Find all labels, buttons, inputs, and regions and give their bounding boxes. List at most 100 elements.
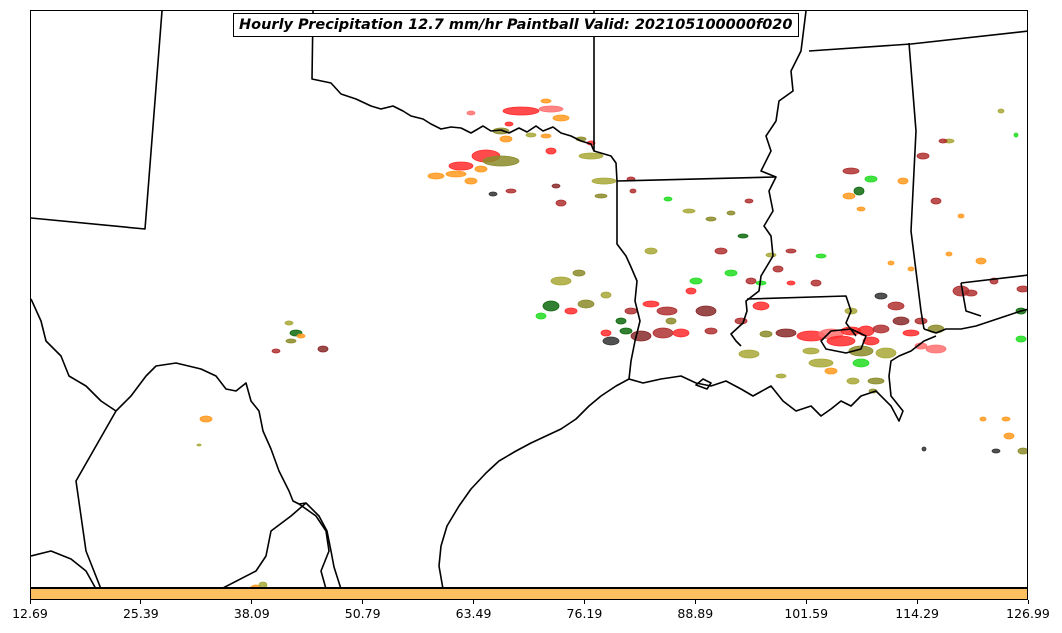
precip-blob: [577, 299, 595, 309]
map-canvas: [31, 11, 1027, 587]
colorbar-tick-label: 76.19: [566, 606, 603, 621]
precip-blob: [897, 177, 909, 185]
mexico-border: [75, 410, 117, 587]
precip-blob: [538, 105, 564, 113]
precip-blob: [853, 186, 865, 196]
precip-blob: [852, 358, 870, 368]
precip-blob: [737, 233, 749, 239]
precip-blob: [1016, 285, 1027, 293]
precip-blob: [856, 206, 866, 212]
precip-blob: [535, 312, 547, 320]
pontchartrain: [820, 328, 867, 354]
precip-blob: [867, 377, 885, 385]
precip-blob: [930, 197, 942, 205]
precip-blob: [296, 333, 306, 339]
precip-blob: [902, 329, 920, 337]
colorbar-tick-label: 50.79: [344, 606, 381, 621]
la-ms-border: [746, 295, 857, 337]
precip-blob: [317, 345, 329, 353]
colorbar-tick-mark: [916, 600, 918, 604]
colorbar-tick-mark: [362, 600, 364, 604]
precip-blob: [499, 135, 513, 143]
precip-blob: [652, 327, 674, 339]
precip-blob: [857, 325, 875, 337]
colorbar-tick-label: 12.69: [12, 606, 48, 621]
tn-border: [808, 30, 1027, 52]
nm-tx-border: [31, 11, 163, 230]
precip-blob: [564, 307, 578, 315]
precip-blob: [726, 210, 736, 216]
precip-blob: [745, 277, 757, 285]
precip-blob: [551, 183, 561, 189]
precip-blob: [600, 329, 612, 337]
precip-blob: [466, 110, 476, 116]
precip-blob: [714, 247, 728, 255]
precip-blob: [630, 330, 652, 342]
precip-blob: [738, 349, 760, 359]
precip-blob: [775, 373, 787, 379]
precip-blob: [600, 291, 612, 299]
precip-blob: [765, 252, 777, 258]
precip-blob: [504, 121, 514, 127]
precip-blob: [540, 98, 552, 104]
precip-blob: [1003, 432, 1015, 440]
map-title: Hourly Precipitation 12.7 mm/hr Paintbal…: [233, 13, 799, 37]
colorbar-tick-label: 63.49: [455, 606, 492, 621]
red-river-border: [311, 11, 595, 152]
precip-blob: [887, 301, 905, 311]
precip-blob: [772, 265, 784, 273]
precip-blob: [810, 279, 822, 287]
precip-blob: [665, 317, 677, 325]
al-fl-short: [960, 282, 982, 317]
precip-blob: [258, 581, 268, 587]
precip-blob: [672, 328, 690, 338]
precip-blob: [916, 152, 930, 160]
precip-blob: [594, 193, 608, 199]
precip-blob: [744, 198, 754, 204]
precip-blob: [925, 344, 947, 354]
precip-blob: [199, 415, 213, 423]
precip-blob: [815, 253, 827, 259]
precip-blob: [938, 138, 948, 144]
precip-blob: [887, 260, 895, 266]
al-fl-border: [960, 274, 1027, 284]
colorbar-tick-label: 25.39: [122, 606, 159, 621]
precip-blob: [1013, 132, 1019, 138]
precip-blob: [824, 367, 838, 375]
precip-blob: [704, 327, 718, 335]
precip-blob: [786, 280, 796, 286]
precip-blob: [957, 213, 965, 219]
precip-blob: [862, 336, 880, 346]
precip-blob: [448, 161, 474, 171]
colorbar-tick-mark: [140, 600, 142, 604]
mexico-lower: [31, 550, 96, 587]
precip-blob: [705, 216, 717, 222]
colorbar-tick-label: 114.29: [895, 606, 939, 621]
precip-blob: [482, 155, 520, 167]
precip-blob: [842, 192, 856, 200]
precip-blob: [656, 306, 678, 316]
ar-la-border: [616, 176, 777, 182]
colorbar-tick-label: 38.09: [233, 606, 270, 621]
precip-blob: [196, 443, 202, 447]
precip-blob: [682, 208, 696, 214]
state-boundaries: [31, 11, 1027, 587]
louisiana-coast: [628, 335, 937, 422]
ms-al-border: [908, 42, 925, 330]
lake-small: [695, 378, 712, 390]
precip-blob: [752, 301, 770, 311]
precip-blob: [842, 167, 860, 175]
precip-blob: [785, 248, 797, 254]
colorbar-tick-mark: [694, 600, 696, 604]
colorbar-tick-mark: [473, 600, 475, 604]
precip-blob: [907, 266, 915, 272]
precip-blob: [1017, 447, 1027, 455]
precip-blob: [488, 191, 498, 197]
precip-blob: [502, 106, 540, 116]
colorbar: [30, 588, 1028, 600]
precip-blob: [997, 108, 1005, 114]
precip-blob: [445, 170, 467, 178]
precip-blob: [874, 292, 888, 300]
precip-blob: [685, 287, 697, 295]
precip-blob: [464, 177, 478, 185]
